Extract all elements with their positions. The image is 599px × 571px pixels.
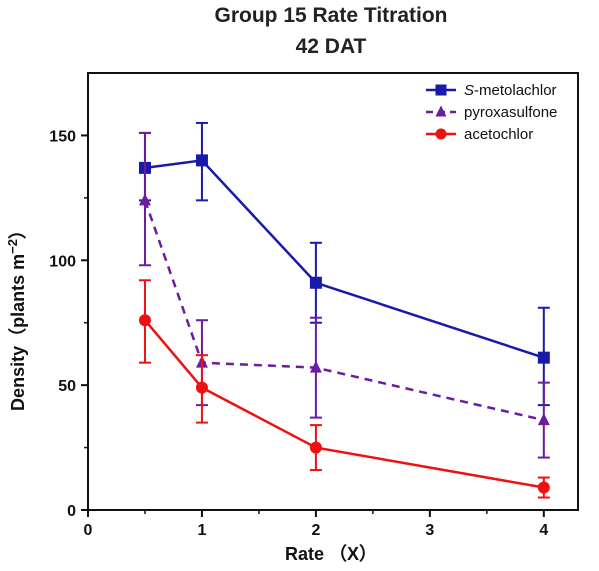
y-tick-label: 150 — [49, 128, 76, 145]
data-point — [309, 276, 322, 289]
legend-label-italic: S — [464, 82, 474, 99]
x-axis-label: Rate （X） — [285, 544, 377, 564]
legend: S-metolachlor pyroxasulfone acetochlor — [426, 82, 557, 143]
legend-label: S-metolachlor — [464, 82, 557, 99]
x-tick-label: 4 — [539, 522, 548, 539]
chart-title: Group 15 Rate Titration — [215, 4, 448, 27]
series-line — [143, 199, 545, 422]
data-point — [537, 351, 550, 364]
data-point — [309, 360, 322, 373]
y-tick-label: 50 — [58, 378, 76, 395]
series-line — [144, 319, 545, 489]
y-axis-label-close: ） — [8, 221, 28, 239]
legend-label: acetochlor — [464, 126, 533, 143]
data-point — [537, 413, 550, 426]
y-tick-label: 100 — [49, 253, 76, 270]
series-3 — [138, 279, 550, 499]
data-point — [138, 193, 151, 206]
y-tick-label: 0 — [67, 503, 76, 520]
data-point — [537, 481, 550, 494]
y-axis-label-main: Density（plants m — [8, 254, 28, 411]
x-tick-label: 3 — [425, 522, 434, 539]
plot-frame — [87, 72, 579, 511]
legend-marker — [435, 128, 447, 140]
legend-marker — [435, 84, 447, 96]
x-tick-label: 2 — [311, 522, 320, 539]
data-point — [195, 154, 208, 167]
legend-label-rest: -metolachlor — [474, 82, 557, 99]
series-2 — [138, 131, 550, 459]
series-line — [144, 159, 545, 359]
data-point — [138, 314, 151, 327]
chart-subtitle: 42 DAT — [296, 35, 367, 58]
y-axis-label: Density（plants m−2） — [5, 221, 28, 411]
legend-marker — [435, 105, 447, 117]
data-point — [195, 381, 208, 394]
y-axis-label-sup: −2 — [5, 239, 20, 254]
x-tick-label: 0 — [84, 522, 93, 539]
x-tick-label: 1 — [198, 522, 207, 539]
data-point — [309, 441, 322, 454]
legend-label: pyroxasulfone — [464, 104, 557, 121]
